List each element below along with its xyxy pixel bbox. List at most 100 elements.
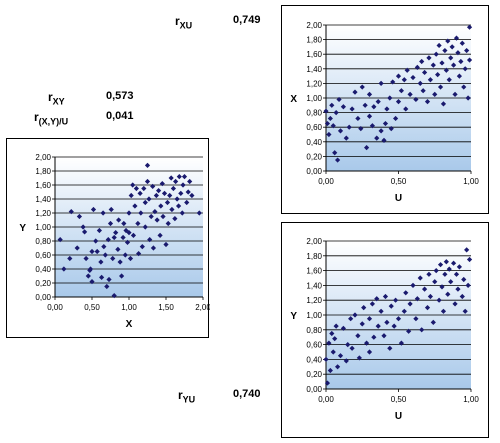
chart-panel-xu: 0,00 0,20 0,40 0,60 0,80 1,00 1,20 1,40 1,60 1,80… [281, 5, 489, 214]
x-axis-label: X [126, 319, 133, 330]
data-point [453, 35, 460, 41]
data-point [403, 106, 409, 112]
data-point [90, 206, 97, 213]
data-point [330, 123, 336, 129]
data-point [144, 178, 151, 185]
data-point [437, 84, 444, 90]
data-point [327, 367, 333, 374]
y-tick-label: 0,20 [306, 152, 322, 161]
y-tick-label: 0,00 [35, 293, 51, 302]
data-point [101, 244, 107, 250]
stat-r-xy-subscript: XY [52, 96, 65, 107]
data-point [445, 38, 451, 44]
stat-r-xy-symbol: r [48, 90, 53, 104]
data-point [152, 209, 158, 215]
stat-r-yu-symbol: r [178, 388, 183, 402]
x-tick-label: 0,00 [318, 395, 334, 404]
y-tick-label: 1,20 [306, 79, 322, 88]
data-point [100, 210, 106, 216]
data-point [87, 266, 94, 272]
y-tick-label: 0,20 [35, 279, 51, 288]
data-point [159, 181, 165, 187]
data-point [176, 174, 182, 180]
data-point [139, 244, 145, 250]
data-point [119, 273, 125, 279]
y-tick-label: 1,00 [35, 223, 51, 232]
y-tick-label: 1,40 [306, 281, 322, 290]
y-tick-label: 0,80 [35, 237, 51, 246]
y-tick-label: 0,40 [35, 265, 51, 274]
data-point [459, 293, 465, 300]
data-point [137, 190, 143, 196]
data-point [417, 275, 423, 281]
y-tick-label: 0,60 [35, 251, 51, 260]
data-point [105, 237, 111, 243]
data-point [427, 293, 433, 300]
x-tick-label: 2,00 [195, 303, 210, 312]
data-point [446, 266, 452, 272]
data-point [187, 178, 193, 185]
y-tick-label: 1,80 [306, 36, 322, 45]
scatter-chart-yu: 0,00 0,20 0,40 0,60 0,80 1,00 1,20 1,40 1,60 1,80… [290, 237, 479, 422]
data-point [337, 128, 344, 134]
y-tick-label: 2,00 [35, 153, 51, 162]
y-tick-label: 0,60 [306, 341, 322, 350]
y-tick-label: 1,60 [35, 181, 51, 190]
data-point [144, 162, 151, 168]
y-tick-label: 0,00 [306, 167, 322, 176]
stat-r-xy-label: rXY [48, 90, 65, 106]
data-point [374, 296, 380, 302]
data-point [445, 291, 451, 297]
data-point [157, 232, 163, 238]
stat-r-xy-value: 0,573 [106, 90, 134, 102]
data-point [426, 55, 432, 61]
data-point [388, 303, 394, 309]
data-point [455, 50, 461, 56]
y-tick-label: 2,00 [306, 21, 322, 30]
data-point [164, 199, 171, 206]
x-tick-label: 0,50 [391, 177, 407, 186]
data-point [427, 77, 433, 83]
data-point [104, 283, 110, 290]
data-point [439, 284, 445, 290]
y-axis-label: Y [19, 223, 26, 234]
y-tick-label: 0,40 [306, 355, 322, 364]
data-point [169, 206, 175, 213]
data-point [121, 220, 127, 227]
data-point [174, 196, 180, 202]
stat-r-xu-value: 0,749 [233, 14, 261, 26]
data-point [343, 358, 349, 364]
data-point [196, 210, 202, 216]
data-point [404, 67, 410, 73]
data-point [147, 237, 153, 243]
data-point [89, 248, 95, 255]
data-point [83, 255, 89, 262]
data-point [439, 60, 445, 66]
data-point [337, 353, 344, 359]
y-tick-label: 1,40 [35, 195, 51, 204]
y-tick-label: 1,80 [306, 252, 322, 261]
data-point [448, 55, 454, 61]
stat-r-xu-label: rXU [175, 14, 192, 30]
x-tick-label: 0,00 [318, 177, 334, 186]
data-point [156, 188, 162, 194]
data-point [106, 276, 112, 283]
data-point [419, 58, 425, 65]
data-point [424, 99, 431, 105]
data-point [98, 259, 104, 265]
data-point [398, 340, 404, 346]
data-point [330, 349, 336, 355]
data-point [173, 178, 179, 185]
y-tick-label: 1,20 [35, 209, 51, 218]
data-point [459, 40, 465, 46]
data-point [96, 227, 102, 234]
data-point [410, 282, 416, 288]
y-tick-label: 1,60 [306, 50, 322, 59]
x-tick-label: 1,00 [463, 177, 479, 186]
data-point [161, 190, 168, 196]
data-point [466, 256, 473, 263]
data-point [184, 199, 190, 206]
data-point [68, 209, 74, 215]
data-point [128, 192, 134, 199]
data-point [323, 108, 329, 114]
